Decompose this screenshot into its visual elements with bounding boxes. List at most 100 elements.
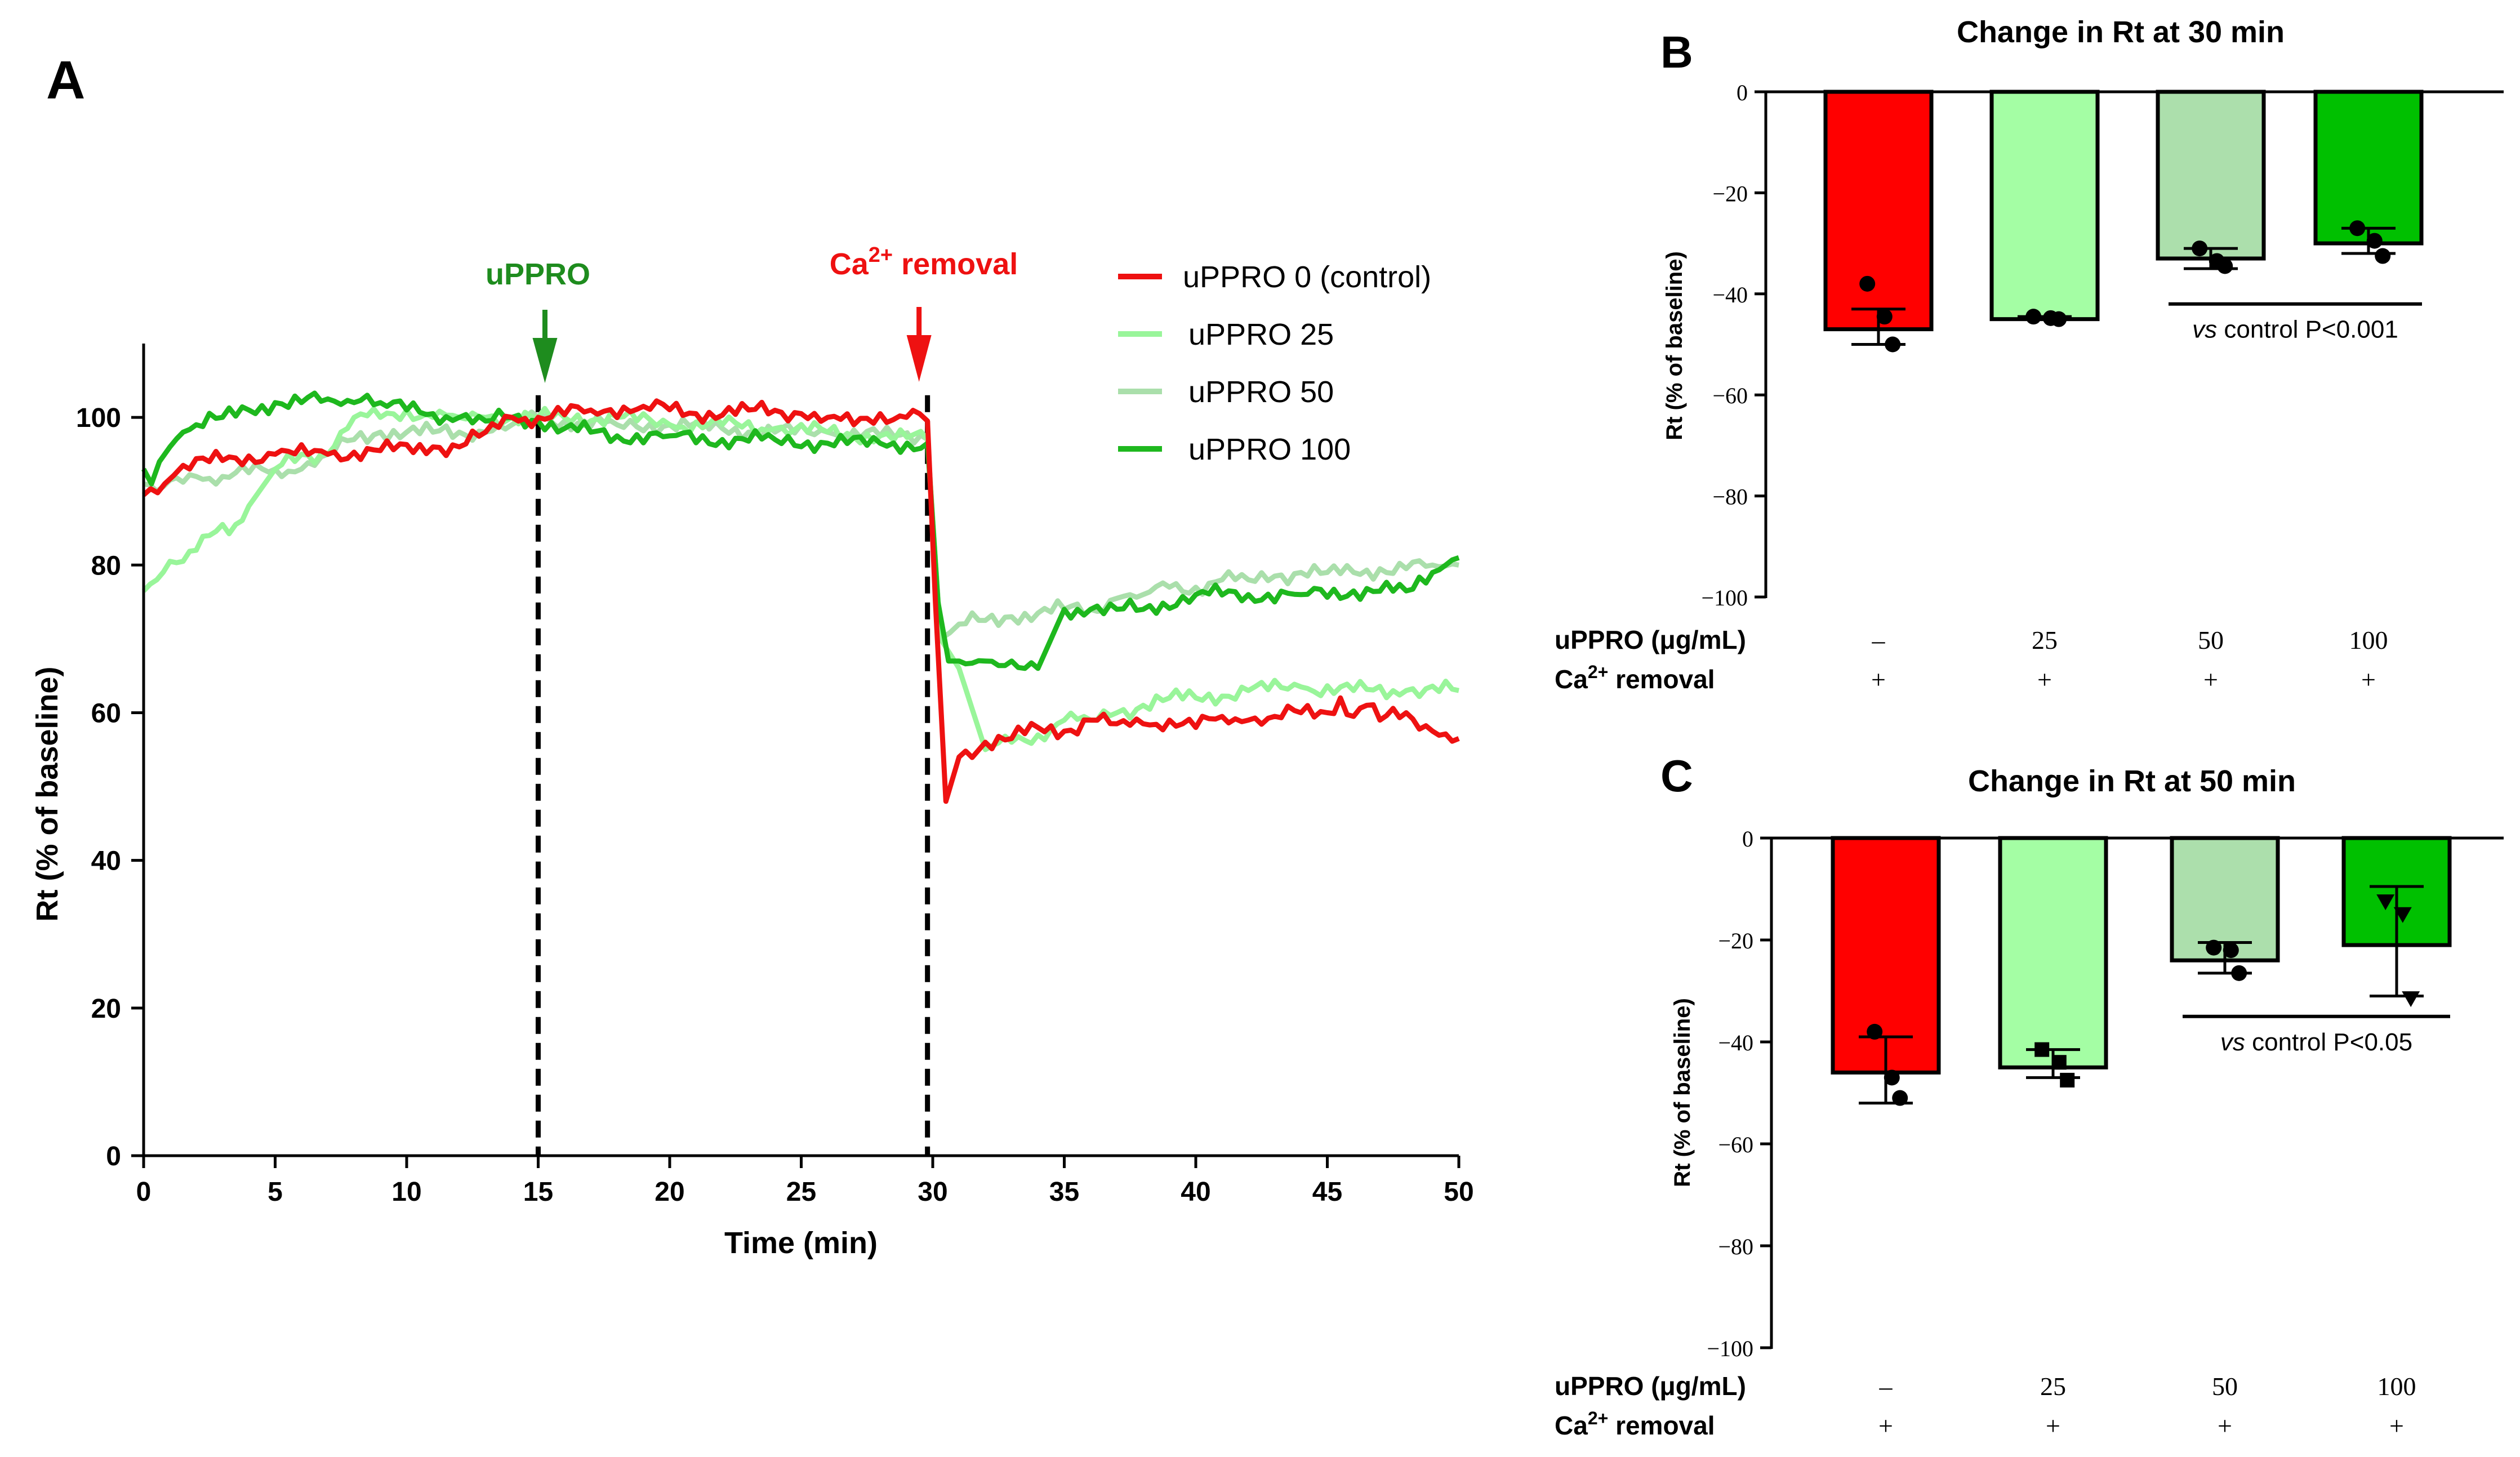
x-tick-label: 35	[1049, 1177, 1079, 1207]
y-tick-label: −20	[1712, 181, 1748, 206]
bar-0	[1831, 836, 1941, 1075]
uppro-annotation: uPPRO	[486, 257, 590, 291]
x-tick-label: 40	[1181, 1177, 1210, 1207]
row-value-ca: +	[2218, 1411, 2232, 1440]
ca-superscript: 2+	[869, 243, 893, 267]
row-value-ca: +	[2046, 1411, 2060, 1440]
row-value-ca: +	[2037, 665, 2052, 694]
data-point	[2366, 233, 2383, 249]
uppro-arrow-icon	[532, 310, 558, 383]
data-point	[1892, 1090, 1908, 1106]
row-value-uppro: –	[1879, 1372, 1893, 1401]
x-tick-label: 15	[523, 1177, 553, 1207]
row-value-uppro: 100	[2377, 1372, 2416, 1401]
data-point	[2223, 942, 2239, 959]
data-point	[2393, 907, 2412, 923]
row-value-ca: +	[2389, 1411, 2404, 1440]
significance-prefix: vs	[2192, 316, 2217, 344]
ca-removal-arrow-icon	[906, 307, 932, 382]
row-value-uppro: 25	[2032, 626, 2058, 654]
chart-title-b: Change in Rt at 30 min	[1957, 15, 2285, 49]
y-tick-label: 20	[91, 994, 121, 1024]
legend-label-uppro-50: uPPRO 50	[1188, 375, 1334, 409]
y-tick-label: −40	[1712, 282, 1748, 308]
x-tick-label: 0	[136, 1177, 152, 1207]
data-point	[2025, 309, 2042, 325]
significance-text: control P<0.001	[2217, 316, 2398, 344]
x-tick-label: 5	[268, 1177, 283, 1207]
data-point	[2192, 240, 2208, 257]
ca-removal-annotation: Ca2+ removal	[830, 243, 1018, 281]
y-tick-label: −100	[1701, 585, 1748, 611]
data-point	[2217, 258, 2233, 274]
row-value-uppro: –	[1872, 626, 1886, 654]
ca-superscript: 2+	[1588, 1408, 1608, 1428]
data-point	[2034, 1042, 2050, 1057]
data-point	[1876, 309, 1893, 325]
ca-base: Ca	[1555, 665, 1588, 694]
significance-label: vs control P<0.001	[2192, 316, 2398, 344]
y-tick-label: −40	[1718, 1030, 1753, 1055]
data-point	[2051, 1055, 2067, 1070]
panel-label-a: A	[46, 50, 85, 110]
legend-label-uppro-25: uPPRO 25	[1188, 318, 1334, 351]
y-tick-label: 0	[106, 1142, 121, 1171]
x-tick-label: 25	[786, 1177, 816, 1207]
row-value-ca: +	[2361, 665, 2376, 694]
ca-base: Ca	[1555, 1411, 1588, 1440]
series-line-u100	[141, 390, 1460, 671]
ca-superscript: 2+	[1588, 662, 1608, 682]
row-label-uppro: uPPRO (μg/mL)	[1555, 625, 1746, 654]
legend-label-control: uPPRO 0 (control)	[1183, 260, 1431, 294]
data-point	[2349, 220, 2366, 237]
legend-label-uppro-100: uPPRO 100	[1188, 433, 1351, 466]
arrow-head	[532, 338, 558, 383]
ca-rest: removal	[893, 247, 1018, 281]
y-tick-label: 100	[76, 403, 121, 433]
row-value-uppro: 50	[2198, 626, 2224, 654]
arrow-head	[906, 335, 932, 382]
x-tick-label: 45	[1312, 1177, 1342, 1207]
y-tick-label: 0	[1742, 826, 1753, 852]
significance-prefix: vs	[2220, 1028, 2245, 1056]
line-chart-panel-a: 0 5 10 15 20 25 30 35 40 45 50 0 20 40 60 80 100 Time (…	[30, 243, 1474, 1260]
x-tick-label: 50	[1444, 1177, 1473, 1207]
y-axis-title-c: Rt (% of baseline)	[1670, 998, 1695, 1187]
data-point	[2060, 1072, 2075, 1088]
chart-title-c: Change in Rt at 50 min	[1968, 764, 2296, 798]
data-point	[2376, 894, 2395, 911]
data-point	[2402, 991, 2420, 1008]
y-tick-label: −80	[1718, 1234, 1753, 1259]
row-value-ca: +	[1871, 665, 1886, 694]
bar-2	[2156, 90, 2266, 261]
bar-1	[1998, 836, 2108, 1070]
significance-label: vs control P<0.05	[2220, 1028, 2412, 1056]
panel-label-c: C	[1660, 751, 1693, 801]
row-label-ca-removal: Ca2+ removal	[1555, 1408, 1715, 1440]
data-point	[1867, 1023, 1883, 1040]
y-tick-label: 40	[91, 846, 121, 876]
data-point	[1884, 1070, 1900, 1086]
y-tick-label: 0	[1737, 80, 1748, 105]
x-tick-label: 10	[391, 1177, 421, 1207]
row-value-uppro: 100	[2349, 626, 2388, 654]
data-point	[2206, 939, 2222, 956]
y-tick-label: −60	[1712, 383, 1748, 408]
ca-base: Ca	[830, 247, 869, 281]
series-line-control	[142, 398, 1460, 804]
data-point	[1859, 275, 1876, 292]
row-value-uppro: 25	[2040, 1372, 2066, 1401]
data-point	[2051, 311, 2067, 327]
x-tick-label: 30	[918, 1177, 947, 1207]
bar-1	[1989, 90, 2100, 322]
bar-chart-panel-b: Change in Rt at 30 min Rt (% of baseline…	[1555, 15, 2504, 694]
y-tick-label: −100	[1707, 1336, 1753, 1361]
row-value-ca: +	[1878, 1411, 1893, 1440]
panel-label-b: B	[1660, 27, 1693, 77]
y-tick-label: 80	[91, 551, 121, 581]
data-point	[2375, 248, 2391, 264]
x-tick-label: 20	[655, 1177, 684, 1207]
row-label-uppro: uPPRO (μg/mL)	[1555, 1371, 1746, 1401]
row-label-ca-removal: Ca2+ removal	[1555, 662, 1715, 694]
